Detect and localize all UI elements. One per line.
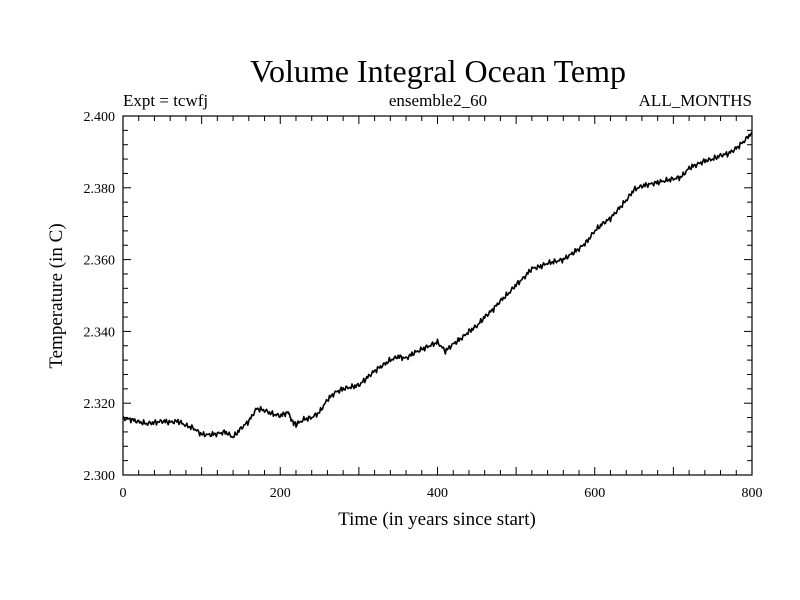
y-tick-label: 2.380: [84, 182, 116, 197]
y-tick-label: 2.360: [84, 254, 116, 269]
y-tick-label: 2.320: [84, 397, 116, 412]
series-line: [122, 131, 753, 439]
axis-tick-labels: 0 200 400 600 800 2.300 2.320 2.340 2.360 2.380 2.…: [84, 110, 763, 501]
chart-title: Volume Integral Ocean Temp: [250, 53, 626, 89]
y-tick-label: 2.300: [84, 469, 116, 484]
y-axis-label: Temperature (in C): [46, 223, 67, 368]
subtitle-ensemble: ensemble2_60: [389, 91, 487, 110]
subtitle-months: ALL_MONTHS: [639, 91, 752, 110]
x-tick-label: 600: [584, 486, 605, 501]
x-tick-label: 800: [742, 486, 763, 501]
x-tick-label: 400: [427, 486, 448, 501]
subtitle-experiment: Expt = tcwfj: [123, 91, 208, 110]
x-axis-label: Time (in years since start): [338, 509, 536, 530]
x-tick-label: 200: [270, 486, 291, 501]
plot-frame: [122, 115, 753, 476]
y-tick-label: 2.340: [84, 325, 116, 340]
x-tick-label: 0: [120, 486, 127, 501]
axis-ticks: [122, 115, 753, 476]
y-tick-label: 2.400: [84, 110, 116, 125]
